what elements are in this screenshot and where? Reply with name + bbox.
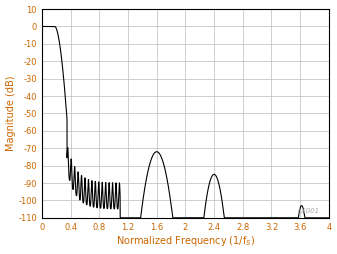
X-axis label: Normalized Frequency (1/f$_S$): Normalized Frequency (1/f$_S$) [116,234,255,248]
Text: LX001: LX001 [298,208,320,214]
Y-axis label: Magnitude (dB): Magnitude (dB) [5,76,16,151]
